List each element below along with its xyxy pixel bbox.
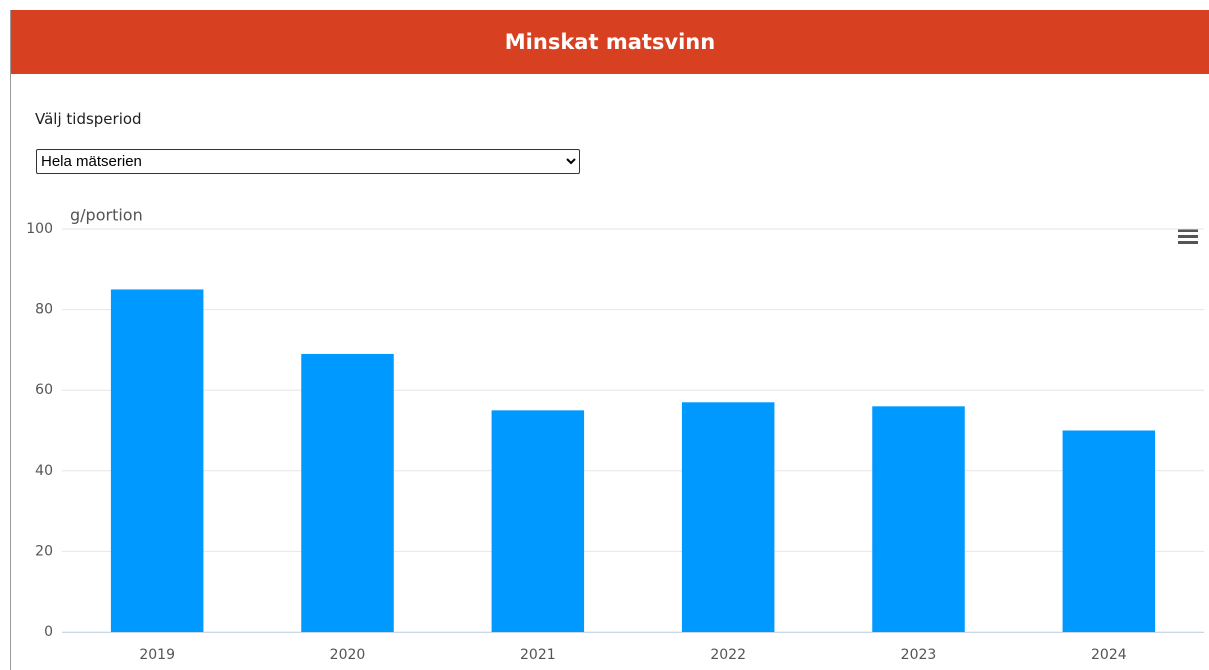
x-tick-label: 2024 (1091, 647, 1127, 663)
bar (1062, 430, 1156, 632)
y-axis-title: g/portion (70, 206, 143, 225)
bar (491, 410, 585, 632)
bar (301, 353, 394, 632)
menu-bar (1178, 241, 1198, 244)
menu-bar (1178, 229, 1198, 232)
header-title: Minskat matsvinn (11, 10, 1209, 74)
period-label: Välj tidsperiod (35, 110, 142, 128)
x-tick-label: 2022 (710, 647, 746, 663)
y-tick-label: 80 (35, 302, 53, 318)
menu-bar (1178, 235, 1198, 238)
y-tick-label: 100 (26, 221, 53, 237)
y-tick-label: 60 (35, 382, 53, 398)
menu-button[interactable] (1178, 229, 1198, 244)
y-tick-label: 20 (35, 543, 53, 559)
frame (10, 10, 1209, 670)
bar (681, 402, 775, 632)
x-tick-label: 2023 (901, 647, 937, 663)
period-select[interactable]: Hela mätserien (36, 149, 580, 174)
bar (872, 406, 965, 632)
x-tick-label: 2020 (330, 647, 366, 663)
x-tick-label: 2021 (520, 647, 556, 663)
y-tick-label: 0 (44, 624, 53, 640)
x-tick-label: 2019 (139, 647, 175, 663)
bar (110, 289, 204, 632)
y-tick-label: 40 (35, 463, 53, 479)
